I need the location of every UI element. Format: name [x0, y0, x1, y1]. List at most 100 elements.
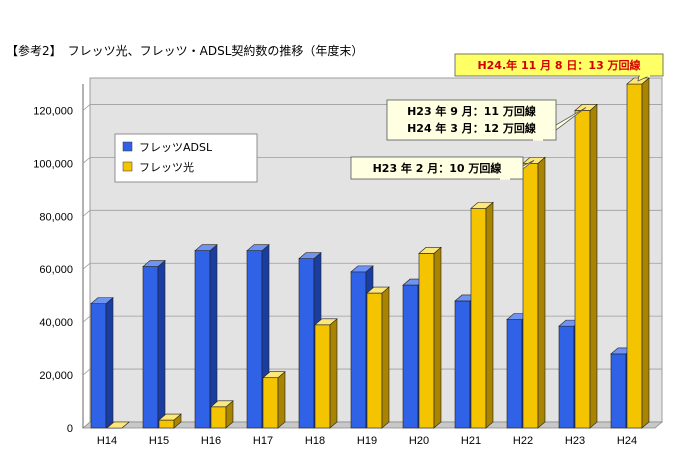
chart-heading: 【参考2】 フレッツ光、フレッツ・ADSL契約数の推移（年度末） [6, 44, 364, 58]
bar-top [90, 297, 114, 304]
gridline-diag [82, 262, 91, 270]
bar-top [418, 247, 442, 254]
bar-top [262, 371, 286, 379]
bar-hikari-H23 [574, 103, 598, 429]
bar-top [298, 252, 322, 259]
y-tick-label: 0 [67, 423, 73, 435]
gridline-diag [82, 104, 91, 111]
y-tick-label: 40,000 [39, 317, 73, 329]
bar-side [105, 296, 114, 429]
bar-front [194, 250, 211, 429]
bar-front [298, 258, 315, 429]
bar-side [433, 246, 442, 429]
y-axis-ticks: 0 20,000 40,000 60,000 80,000 100,000 120,000 [33, 105, 73, 435]
legend-swatch [122, 161, 133, 172]
callout-text: H23 年 2 月：10 万回線 [373, 161, 502, 175]
bar-front [158, 419, 175, 429]
callout-box [454, 53, 664, 77]
bar-top [210, 400, 234, 408]
bar-front [314, 324, 331, 429]
callout-H22: H23 年 2 月：10 万回線 [350, 156, 535, 180]
bar-hikari-H19 [366, 286, 390, 429]
bar-hikari-H20 [418, 246, 442, 429]
bar-side [589, 103, 598, 429]
x-tick-label: H24 [617, 435, 637, 447]
bar-front [470, 208, 487, 429]
bar-front [262, 377, 279, 429]
bar-hikari-H24 [626, 77, 650, 429]
bar-top [246, 244, 270, 252]
callout-text: H24 年 3 月：12 万回線 [407, 121, 536, 135]
bar-adsl-H15 [142, 259, 166, 429]
bar-front [522, 163, 539, 429]
bar-front [506, 319, 523, 429]
legend-label: フレッツ光 [139, 160, 194, 174]
legend: フレッツADSL フレッツ光 [114, 133, 258, 183]
y-tick-label: 100,000 [33, 158, 73, 170]
x-tick-label: H23 [565, 435, 585, 447]
bar-top [142, 260, 166, 267]
bar-top [194, 244, 218, 252]
bar-side [641, 77, 650, 429]
bar-front [366, 292, 383, 429]
bar-front [142, 266, 159, 429]
bar-front [558, 325, 575, 429]
bar-side [277, 371, 286, 429]
bar-hikari-H17 [262, 371, 286, 429]
bar-top [314, 318, 338, 326]
x-tick-label: H22 [513, 435, 533, 447]
bar-front [454, 300, 471, 429]
bar-front [246, 250, 263, 429]
x-tick-label: H21 [461, 435, 481, 447]
bar-front [210, 406, 227, 429]
bar-side [209, 244, 218, 429]
bar-adsl-H16 [194, 244, 218, 429]
bar-hikari-H14 [106, 421, 130, 429]
bar-side [381, 286, 390, 429]
x-tick-label: H15 [149, 435, 169, 447]
callout-text: H24.年 11 月 8 日：13 万回線 [477, 58, 640, 72]
bar-hikari-H22 [522, 156, 546, 429]
legend-label: フレッツADSL [139, 141, 213, 154]
bar-top [350, 265, 374, 273]
gridline-diag [82, 210, 91, 217]
callout-text: H23 年 9 月：11 万回線 [407, 104, 536, 118]
bar-top [158, 413, 182, 421]
x-tick-label: H19 [357, 435, 377, 447]
bar-top [366, 286, 390, 294]
gridline-diag [82, 157, 91, 164]
bar-side [537, 156, 546, 429]
x-tick-label: H14 [97, 435, 117, 447]
callout-H24: H24.年 11 月 8 日：13 万回線 [454, 53, 664, 82]
y-tick-label: 80,000 [39, 211, 73, 223]
x-tick-label: H17 [253, 435, 273, 447]
bar-front [610, 353, 627, 429]
x-tick-label: H20 [409, 435, 429, 447]
x-axis-ticks: H14 H15 H16 H17 H18 H19 H20 H21 H22 H23 H24 [97, 435, 637, 447]
annotations: H23 年 2 月：10 万回線 H23 年 9 月：11 万回線 H24 年 3 … [350, 53, 664, 180]
gridline-diag [82, 315, 91, 323]
legend-swatch [122, 141, 133, 152]
bar-top [470, 202, 494, 209]
bar-hikari-H15 [158, 413, 182, 429]
bar-front [574, 110, 591, 429]
gridline-diag [82, 368, 91, 376]
bars [90, 77, 650, 429]
callout-H23: H23 年 9 月：11 万回線 H24 年 3 月：12 万回線 [386, 99, 587, 141]
bar-adsl-H14 [90, 296, 114, 429]
bar-front [418, 253, 435, 429]
legend-box [114, 133, 258, 183]
bar-hikari-H18 [314, 318, 338, 429]
bar-top [106, 421, 130, 429]
x-tick-label: H18 [305, 435, 325, 447]
y-tick-label: 20,000 [39, 370, 73, 382]
callout-box [350, 156, 524, 180]
bar-side [485, 201, 494, 429]
y-tick-label: 60,000 [39, 264, 73, 276]
bar-side [157, 259, 166, 429]
bar-side [329, 318, 338, 429]
x-tick-label: H16 [201, 435, 221, 447]
callout-box [386, 99, 557, 141]
bar-front [90, 303, 107, 429]
